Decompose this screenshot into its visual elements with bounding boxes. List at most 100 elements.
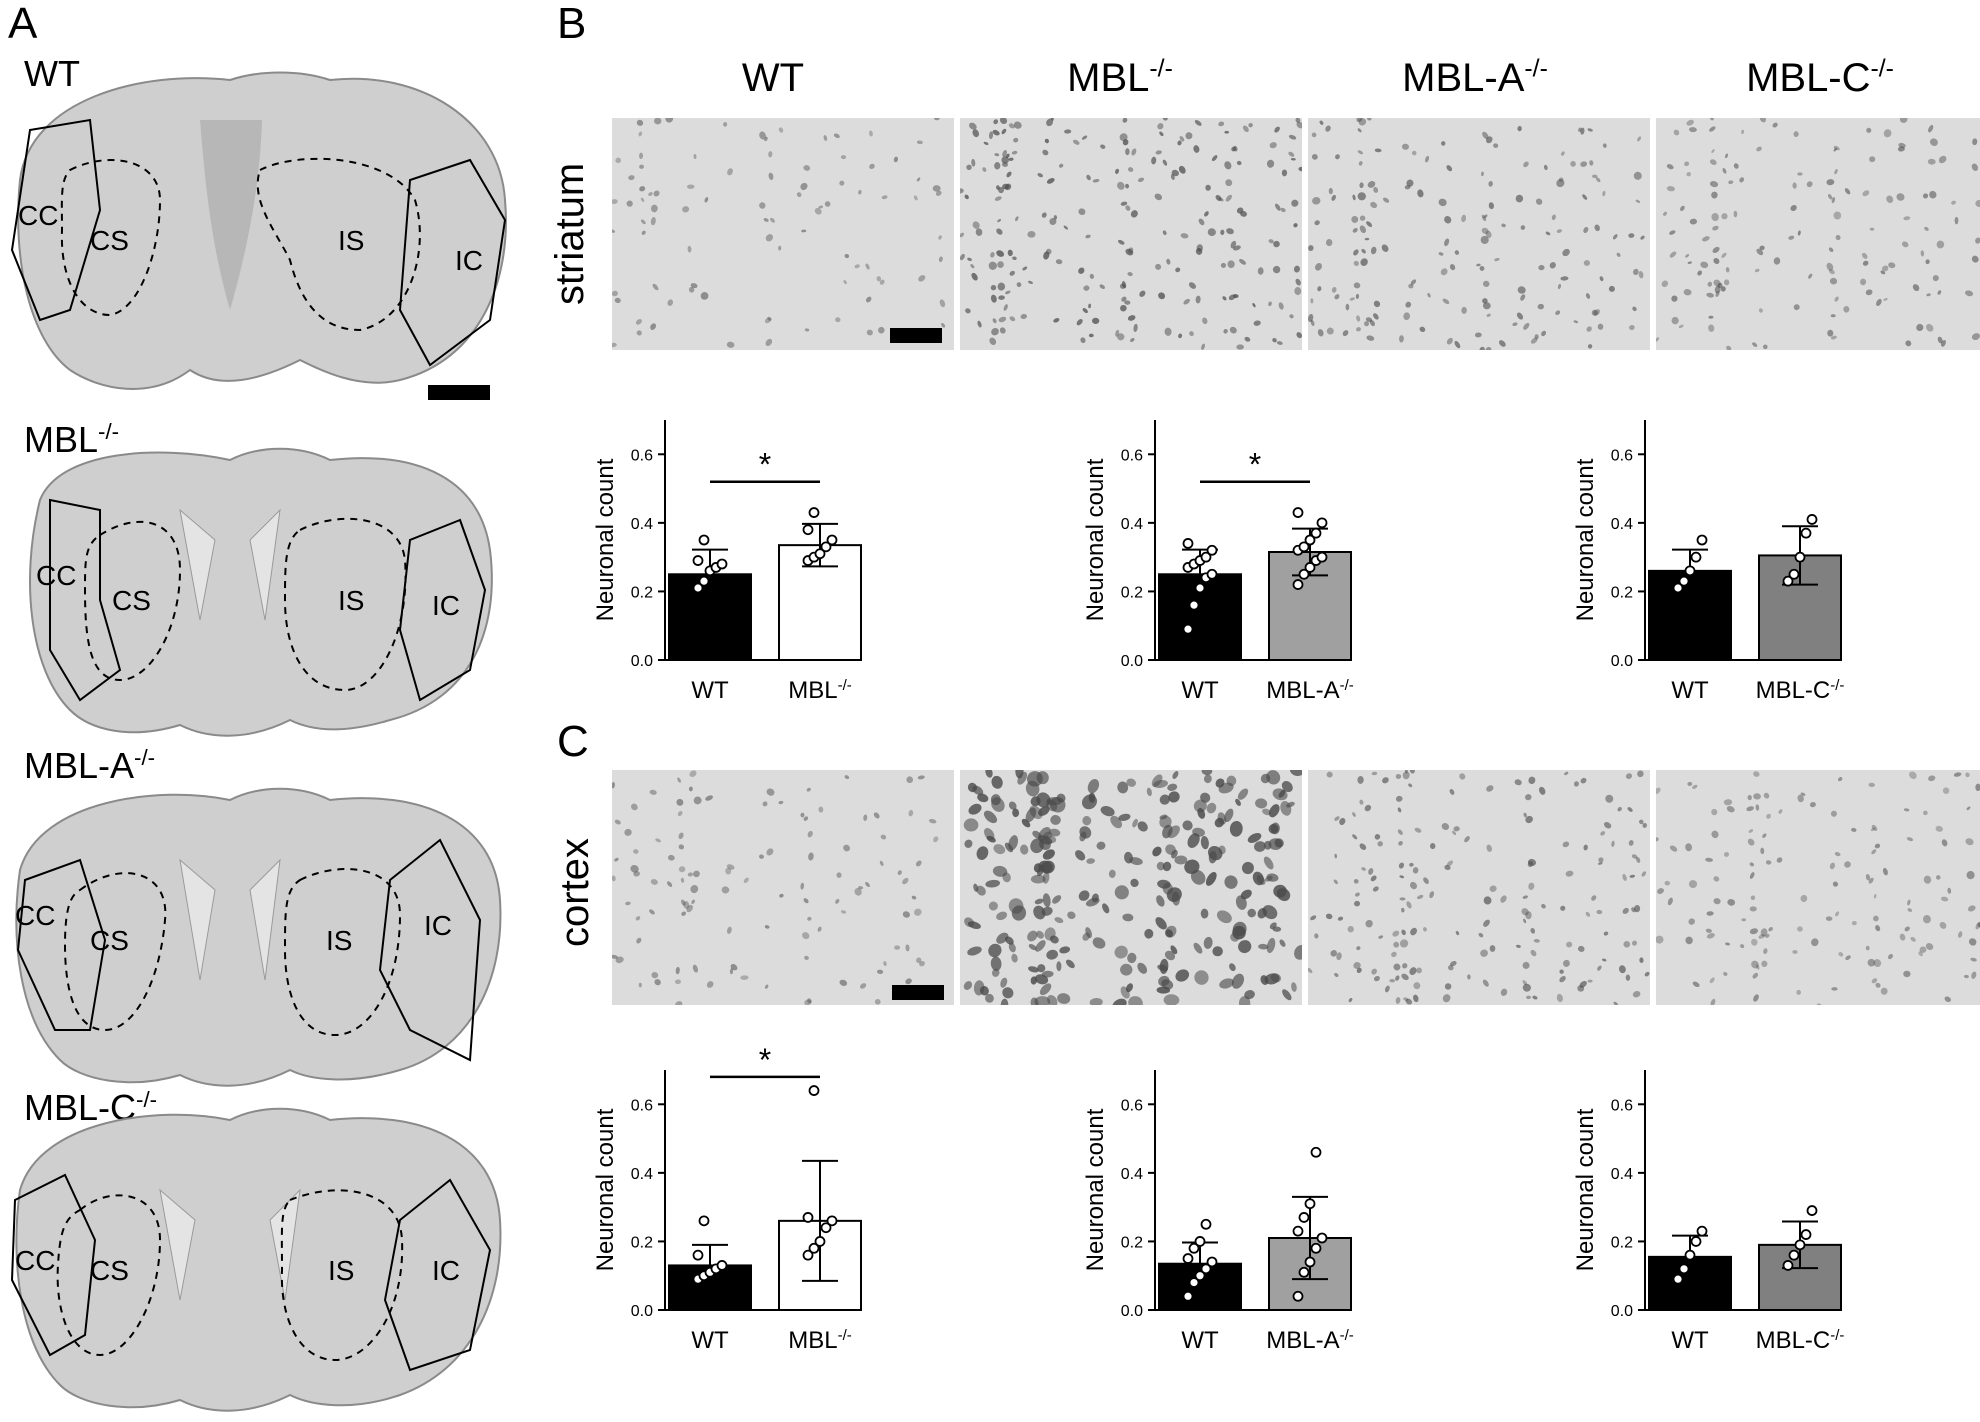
data-point bbox=[814, 1236, 826, 1247]
data-point bbox=[1182, 538, 1194, 549]
column-title-mbl-c: MBL-C-/- bbox=[1746, 55, 1894, 100]
data-point bbox=[802, 1212, 814, 1223]
data-point bbox=[1200, 1218, 1212, 1230]
micrograph-cortex-mbl bbox=[960, 770, 1302, 1005]
data-point bbox=[1696, 1225, 1708, 1237]
data-point bbox=[808, 1085, 820, 1096]
region-is-label: IS bbox=[338, 585, 364, 616]
x-tick-label: WT bbox=[1671, 1327, 1709, 1354]
data-point bbox=[1182, 623, 1194, 635]
data-point bbox=[1684, 565, 1696, 577]
micrograph-cortex-mbl-c bbox=[1656, 770, 1980, 1005]
y-axis-label: Neuronal count bbox=[592, 1108, 619, 1271]
data-point bbox=[802, 1249, 814, 1261]
region-cc-label: CC bbox=[15, 1245, 55, 1276]
data-point bbox=[1310, 1146, 1322, 1158]
region-cc-label: CC bbox=[15, 900, 55, 931]
x-tick-label: MBL-/- bbox=[788, 677, 852, 705]
data-point bbox=[1800, 527, 1812, 539]
chart-striatum-mbl-a: 0.0 0.2 0.4 0.6 Neuronal count WT MBL-A-/- * bbox=[1082, 420, 1354, 705]
column-title-mbl-a: MBL-A-/- bbox=[1402, 55, 1548, 100]
data-point bbox=[820, 1222, 832, 1234]
data-point bbox=[1672, 582, 1684, 594]
data-point bbox=[1794, 551, 1806, 563]
region-cs-label: CS bbox=[90, 925, 129, 956]
section-genotype-mbl-c: MBL-C-/- bbox=[24, 1087, 158, 1128]
significance-star: * bbox=[759, 1042, 771, 1078]
micrograph-striatum-wt bbox=[612, 118, 954, 350]
y-axis-label: Neuronal count bbox=[1082, 458, 1109, 621]
y-tick-label: 0.2 bbox=[1121, 1234, 1143, 1251]
section-genotype-mbl-a: MBL-A-/- bbox=[24, 745, 156, 786]
y-tick-label: 0.6 bbox=[631, 1097, 653, 1114]
y-tick-label: 0.4 bbox=[631, 1166, 653, 1183]
data-point bbox=[1794, 1239, 1806, 1251]
data-point bbox=[1194, 1270, 1206, 1282]
data-point bbox=[1298, 1212, 1310, 1223]
data-point bbox=[802, 524, 814, 536]
data-point bbox=[1304, 1256, 1316, 1268]
data-point bbox=[1696, 534, 1708, 546]
y-tick-label: 0.6 bbox=[1121, 447, 1143, 464]
y-tick-label: 0.4 bbox=[631, 516, 653, 533]
data-point bbox=[1206, 544, 1218, 556]
panel-label-a: A bbox=[8, 0, 38, 48]
brain-section-mbl-c: CC CS IS IC bbox=[10, 1107, 502, 1412]
data-point bbox=[1684, 1249, 1696, 1261]
significance-star: * bbox=[1249, 447, 1261, 483]
region-is-label: IS bbox=[326, 925, 352, 956]
section-genotype-mbl: MBL-/- bbox=[24, 419, 120, 460]
data-point bbox=[814, 548, 826, 560]
y-tick-label: 0.6 bbox=[1121, 1097, 1143, 1114]
column-title-wt: WT bbox=[741, 56, 805, 100]
region-is-label: IS bbox=[338, 225, 364, 256]
data-point bbox=[1310, 1242, 1322, 1254]
column-title-mbl: MBL-/- bbox=[1067, 55, 1173, 100]
region-label-striatum: striatum bbox=[548, 162, 592, 305]
data-point bbox=[1206, 568, 1218, 580]
y-tick-label: 0.6 bbox=[1611, 1097, 1633, 1114]
x-tick-label: MBL-C-/- bbox=[1756, 677, 1845, 705]
region-ic-label: IC bbox=[455, 245, 483, 276]
y-axis-label: Neuronal count bbox=[1572, 1108, 1599, 1271]
scale-bar bbox=[428, 385, 490, 400]
data-point bbox=[1788, 568, 1800, 580]
x-tick-label: MBL-A-/- bbox=[1266, 1327, 1354, 1355]
region-label-cortex: cortex bbox=[553, 838, 597, 947]
data-point bbox=[1298, 568, 1310, 580]
data-point bbox=[826, 534, 838, 546]
data-point bbox=[1298, 1266, 1310, 1278]
data-point bbox=[1690, 551, 1702, 563]
region-ic-label: IC bbox=[424, 910, 452, 941]
region-is-label: IS bbox=[328, 1255, 354, 1286]
y-tick-label: 0.0 bbox=[631, 1303, 653, 1320]
data-point bbox=[1672, 1273, 1684, 1285]
y-tick-label: 0.2 bbox=[631, 584, 653, 601]
y-tick-label: 0.2 bbox=[1611, 584, 1633, 601]
data-point bbox=[1182, 1253, 1194, 1264]
data-point bbox=[1206, 1256, 1218, 1268]
micrograph-striatum-mbl-c bbox=[1656, 118, 1980, 350]
data-point bbox=[1298, 541, 1310, 553]
x-tick-label: WT bbox=[1181, 677, 1219, 704]
data-point bbox=[1200, 1263, 1212, 1275]
region-ic-label: IC bbox=[432, 590, 460, 621]
y-axis-label: Neuronal count bbox=[1572, 458, 1599, 621]
y-tick-label: 0.6 bbox=[631, 447, 653, 464]
x-tick-label: WT bbox=[691, 677, 729, 704]
data-point bbox=[1678, 575, 1690, 587]
data-point bbox=[1292, 507, 1304, 518]
data-point bbox=[1678, 1263, 1690, 1275]
data-point bbox=[826, 1215, 838, 1227]
data-point bbox=[698, 1215, 710, 1227]
scale-bar bbox=[892, 985, 944, 1000]
y-tick-label: 0.6 bbox=[1611, 447, 1633, 464]
data-point bbox=[1806, 514, 1818, 525]
x-tick-label: MBL-A-/- bbox=[1266, 677, 1354, 705]
data-point bbox=[1188, 1277, 1200, 1288]
micrograph-cortex-wt bbox=[612, 770, 954, 1005]
region-cs-label: CS bbox=[112, 585, 151, 616]
y-tick-label: 0.0 bbox=[1121, 1303, 1143, 1320]
data-point bbox=[1806, 1205, 1818, 1216]
data-point bbox=[1782, 575, 1794, 587]
